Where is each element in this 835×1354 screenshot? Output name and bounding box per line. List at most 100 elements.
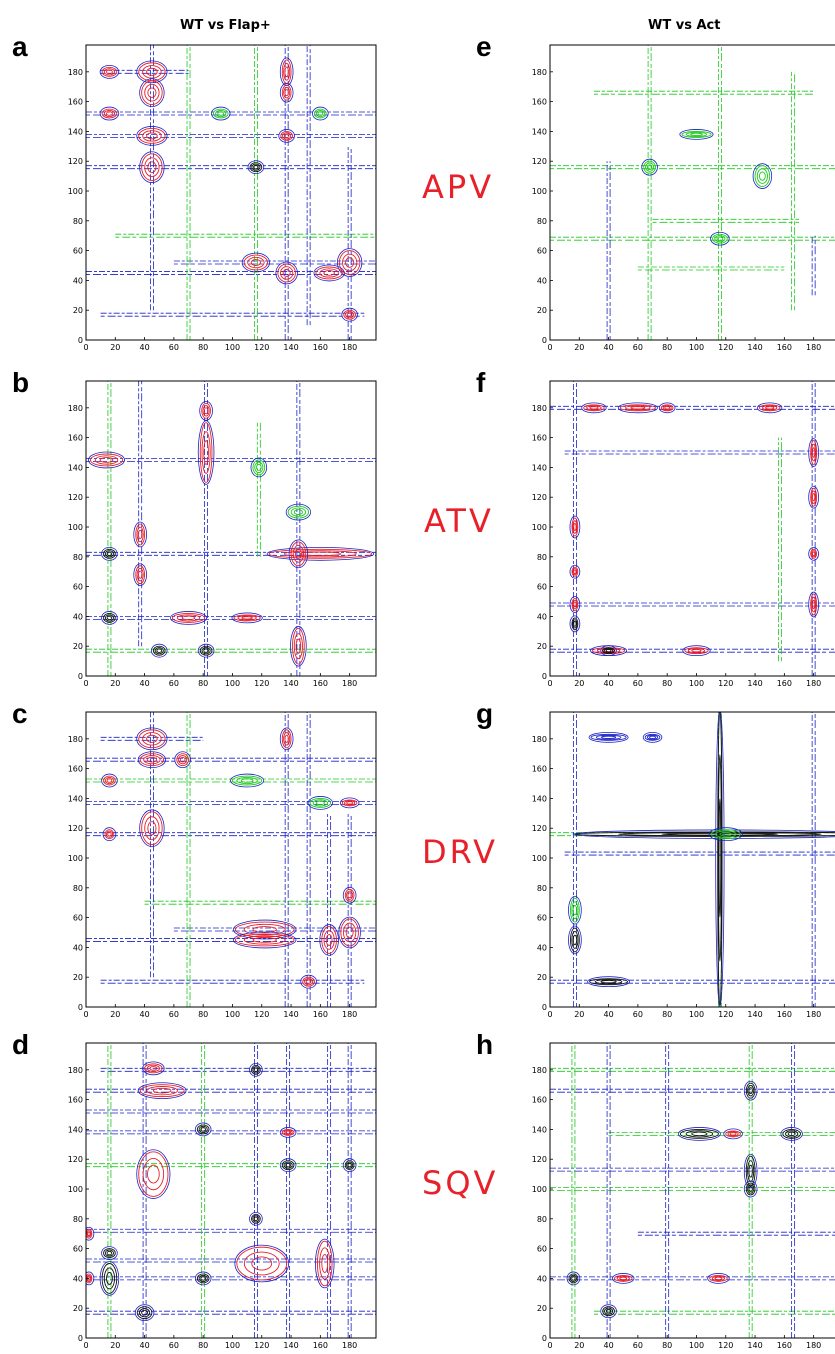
y-tick-label-a-140: 140: [68, 127, 83, 136]
x-tick-label-e-60: 60: [633, 343, 643, 352]
x-tick-label-b-140: 140: [283, 679, 298, 688]
y-tick-label-h-160: 160: [532, 1096, 547, 1105]
contour-blob-c-9: [319, 924, 339, 956]
x-tick-label-e-0: 0: [547, 343, 552, 352]
contour-blob-g-3: [568, 925, 582, 955]
x-tick-label-f-140: 140: [747, 679, 762, 688]
panel-letter-g: g: [476, 698, 494, 729]
contour-blob-c-4: [101, 773, 118, 788]
contour-blob-f-1: [617, 402, 658, 414]
y-tick-label-c-20: 20: [73, 973, 83, 982]
contour-blob-a-9: [275, 261, 298, 285]
contour-blob-a-10: [336, 248, 363, 277]
contour-blob-f-0: [581, 402, 607, 414]
x-tick-label-g-60: 60: [633, 1010, 643, 1019]
y-tick-label-a-0: 0: [78, 336, 83, 345]
y-tick-label-f-40: 40: [537, 612, 547, 621]
y-tick-label-d-120: 120: [68, 1155, 83, 1164]
y-tick-label-b-100: 100: [68, 523, 83, 532]
contour-blob-d-9: [101, 1246, 118, 1260]
y-tick-label-f-80: 80: [537, 553, 547, 562]
drug-label-apv: APV: [422, 168, 495, 206]
contour-plot-e: 0 20 40 60 80 100 120 140 160 180 0 20 40 60 80 100 120 1…: [532, 44, 835, 352]
x-tick-label-a-0: 0: [83, 343, 88, 352]
x-tick-label-f-80: 80: [662, 679, 672, 688]
y-tick-label-e-0: 0: [542, 336, 547, 345]
contour-blob-a-2: [136, 126, 168, 146]
y-tick-label-e-160: 160: [532, 98, 547, 107]
x-tick-label-f-60: 60: [633, 679, 643, 688]
y-tick-label-f-140: 140: [532, 463, 547, 472]
y-tick-label-h-20: 20: [537, 1304, 547, 1313]
contour-plot-b: 0 20 40 60 80 100 120 140 160 180 0 20 40 60 80 100 120 1…: [68, 380, 377, 688]
contour-blob-d-16: [249, 1211, 263, 1226]
contour-blob-e-3: [752, 163, 773, 189]
contour-blob-a-11: [313, 264, 345, 282]
x-tick-label-a-180: 180: [342, 343, 357, 352]
x-tick-label-g-100: 100: [689, 1010, 704, 1019]
drug-label-sqv: SQV: [422, 1164, 499, 1202]
y-tick-label-f-20: 20: [537, 642, 547, 651]
drug-label-atv: ATV: [424, 502, 494, 540]
y-tick-label-g-60: 60: [537, 914, 547, 923]
contour-blob-c-13: [342, 886, 357, 904]
contour-blob-b-2: [266, 546, 375, 561]
contour-blob-a-6: [279, 57, 294, 87]
contour-blob-b-9: [87, 451, 126, 469]
contour-blob-a-5: [99, 106, 120, 121]
contour-blob-c-11: [300, 974, 317, 989]
x-tick-label-c-140: 140: [283, 1010, 298, 1019]
y-tick-label-e-40: 40: [537, 276, 547, 285]
plot-frame-f: [549, 380, 835, 677]
contour-blob-f-9: [569, 564, 581, 579]
y-tick-label-f-0: 0: [542, 672, 547, 681]
x-tick-label-b-120: 120: [254, 679, 269, 688]
contour-blob-a-16: [247, 160, 265, 175]
x-tick-label-b-60: 60: [169, 679, 179, 688]
x-tick-label-a-140: 140: [283, 343, 298, 352]
y-tick-label-f-160: 160: [532, 434, 547, 443]
contour-blob-c-6: [279, 727, 294, 751]
y-tick-label-b-60: 60: [73, 583, 83, 592]
y-tick-label-c-60: 60: [73, 914, 83, 923]
x-tick-label-f-100: 100: [689, 679, 704, 688]
contour-blob-c-12: [339, 797, 360, 809]
contour-blob-d-6: [315, 1238, 335, 1289]
x-tick-label-c-100: 100: [225, 1010, 240, 1019]
y-tick-label-a-60: 60: [73, 247, 83, 256]
y-tick-label-f-100: 100: [532, 523, 547, 532]
contour-blob-g-4: [568, 895, 582, 925]
x-tick-label-e-20: 20: [574, 343, 584, 352]
x-tick-label-g-40: 40: [603, 1010, 613, 1019]
y-tick-label-e-20: 20: [537, 306, 547, 315]
contour-blob-d-8: [99, 1261, 120, 1296]
x-tick-label-f-120: 120: [718, 679, 733, 688]
y-tick-label-g-160: 160: [532, 765, 547, 774]
contour-plot-d: 0 20 40 60 80 100 120 140 160 1800204060801001201…: [68, 1042, 377, 1350]
y-tick-label-c-140: 140: [68, 794, 83, 803]
y-tick-label-b-180: 180: [68, 404, 83, 413]
y-tick-label-b-40: 40: [73, 612, 83, 621]
x-tick-label-e-160: 160: [777, 343, 792, 352]
y-tick-label-a-160: 160: [68, 98, 83, 107]
x-tick-label-f-0: 0: [547, 679, 552, 688]
y-tick-label-f-180: 180: [532, 404, 547, 413]
contour-blob-h-1: [780, 1127, 803, 1141]
contour-blob-b-10: [101, 546, 118, 561]
contour-blob-b-15: [285, 503, 312, 521]
y-tick-label-a-120: 120: [68, 157, 83, 166]
column-title-left: WT vs Flap+: [180, 18, 271, 33]
y-tick-label-h-180: 180: [532, 1066, 547, 1075]
contour-blob-a-3: [139, 151, 165, 183]
contour-blob-f-13: [569, 615, 581, 633]
contour-blob-b-13: [197, 643, 215, 658]
y-tick-label-d-40: 40: [73, 1274, 83, 1283]
x-tick-label-g-80: 80: [662, 1010, 672, 1019]
contour-blob-c-5: [102, 827, 117, 842]
contour-blob-b-7: [170, 611, 208, 625]
contour-blob-b-4: [290, 625, 307, 667]
x-tick-label-b-40: 40: [139, 679, 149, 688]
y-tick-label-h-40: 40: [537, 1274, 547, 1283]
x-tick-label-g-160: 160: [777, 1010, 792, 1019]
panel-letter-c: c: [12, 698, 28, 729]
